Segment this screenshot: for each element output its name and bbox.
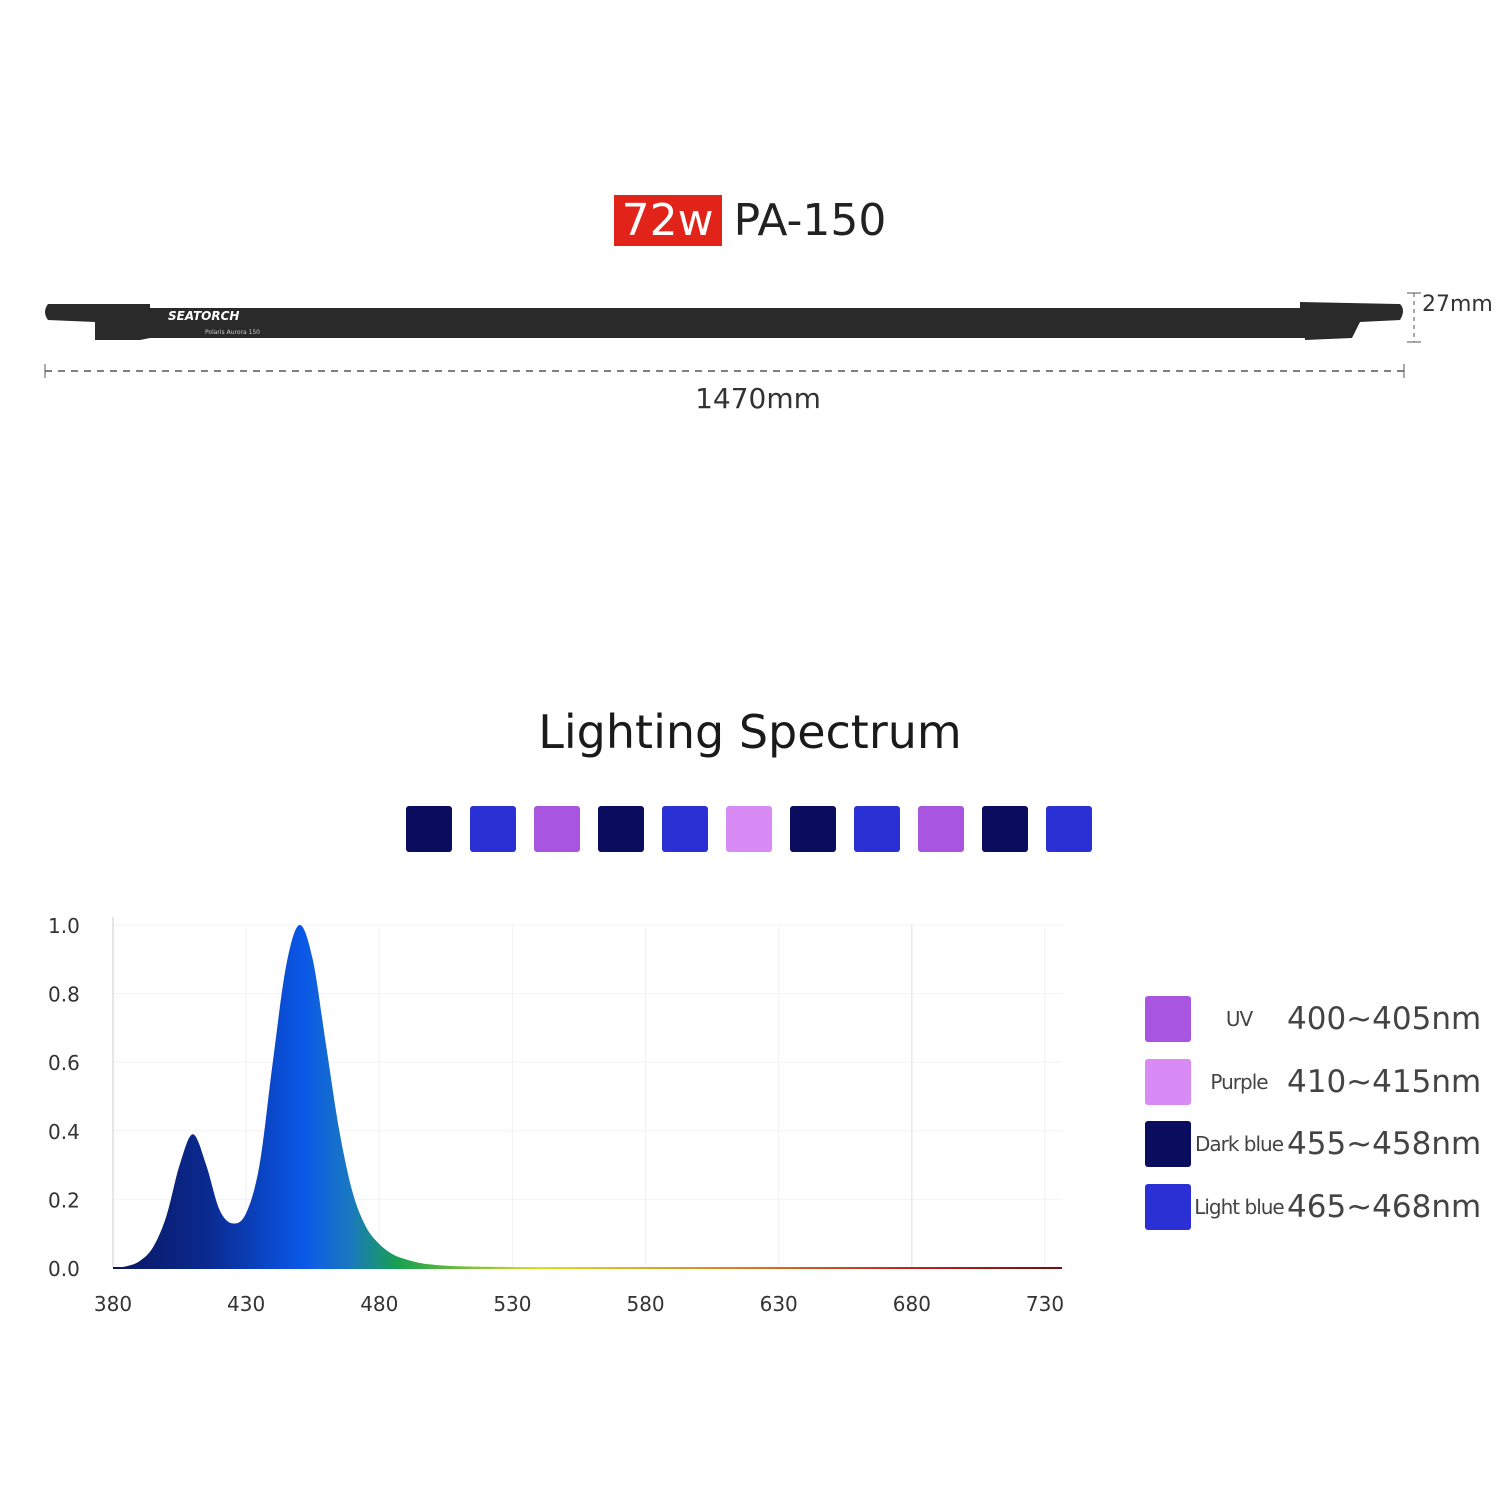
led-swatch-light-blue xyxy=(1046,806,1092,852)
led-swatch-dark-blue xyxy=(982,806,1028,852)
y-tick-label: 0.4 xyxy=(48,1120,80,1144)
x-tick-label: 680 xyxy=(893,1292,931,1316)
legend-range: 465~468nm xyxy=(1287,1188,1482,1225)
legend-name: Purple xyxy=(1210,1069,1268,1094)
led-swatch-dark-blue xyxy=(598,806,644,852)
y-tick-label: 0.0 xyxy=(48,1257,80,1281)
legend-swatch xyxy=(1145,996,1191,1042)
length-label: 1470mm xyxy=(695,382,821,415)
led-swatch-purple xyxy=(726,806,772,852)
led-swatch-dark-blue xyxy=(406,806,452,852)
legend-name: UV xyxy=(1225,1007,1253,1031)
legend-swatch xyxy=(1145,1121,1191,1167)
x-tick-label: 630 xyxy=(760,1292,798,1316)
bar-subtitle: Polaris Aurora 150 xyxy=(205,329,260,336)
legend-range: 410~415nm xyxy=(1287,1063,1482,1100)
brand-logo: SEATORCH xyxy=(168,309,239,323)
x-tick-label: 380 xyxy=(94,1292,132,1316)
legend-range: 455~458nm xyxy=(1287,1126,1482,1162)
legend-item-light-blue: Light blue 465~468nm xyxy=(1145,1183,1482,1230)
model-name: PA-150 xyxy=(733,195,887,246)
led-swatch-light-blue xyxy=(662,806,708,852)
y-tick-label: 1.0 xyxy=(48,914,80,938)
legend-swatch xyxy=(1145,1183,1191,1230)
legend-range: 400~405nm xyxy=(1287,1001,1482,1037)
led-swatch-uv xyxy=(534,806,580,852)
legend-swatch xyxy=(1145,1058,1191,1105)
x-tick-label: 580 xyxy=(626,1292,664,1316)
led-swatch-light-blue xyxy=(470,806,516,852)
legend-name: Light blue xyxy=(1194,1194,1285,1219)
x-tick-label: 530 xyxy=(493,1292,531,1316)
legend-item-uv: UV 400~405nm xyxy=(1145,996,1481,1042)
y-tick-label: 0.6 xyxy=(48,1051,80,1075)
x-tick-label: 430 xyxy=(227,1292,265,1316)
spectrum-title: Lighting Spectrum xyxy=(538,705,962,759)
led-swatch-light-blue xyxy=(854,806,900,852)
x-tick-label: 480 xyxy=(360,1292,398,1316)
legend-item-purple: Purple 410~415nm xyxy=(1145,1058,1482,1105)
light-bar-drawing: SEATORCH Polaris Aurora 150 xyxy=(44,292,1421,378)
y-tick-label: 0.8 xyxy=(48,983,80,1007)
wattage-badge: 72w xyxy=(613,195,722,246)
product-title: 72w PA-150 xyxy=(0,195,1500,246)
height-label: 27mm xyxy=(1422,292,1493,317)
legend-item-dark-blue: Dark blue 455~458nm xyxy=(1145,1121,1481,1167)
spectrum-chart: 0.0 0.2 0.4 0.6 0.8 1.0 380 430 480 530 580 630 680 7… xyxy=(48,914,1064,1316)
y-tick-label: 0.2 xyxy=(48,1188,80,1212)
x-tick-label: 730 xyxy=(1026,1292,1064,1316)
spectrum-area xyxy=(113,924,1062,1268)
led-swatch-uv xyxy=(918,806,964,852)
legend-name: Dark blue xyxy=(1194,1132,1284,1156)
led-swatches xyxy=(406,806,1092,852)
led-swatch-dark-blue xyxy=(790,806,836,852)
light-bar xyxy=(45,302,1403,340)
